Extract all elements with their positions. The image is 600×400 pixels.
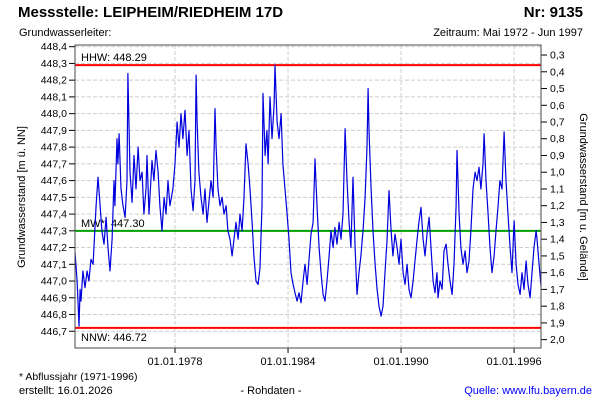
x-tick-label: 01.01.1990 xyxy=(374,356,429,368)
right-tick-label: 0,6 xyxy=(550,100,565,112)
period-label: Zeitraum: Mai 1972 - Jun 1997 xyxy=(433,27,583,39)
aquifer-label: Grundwasserleiter: xyxy=(19,27,112,39)
left-tick-label: 447,4 xyxy=(41,209,67,221)
ref-label-nnw: NNW: 446.72 xyxy=(81,332,147,344)
right-tick-label: 1,1 xyxy=(550,183,565,195)
right-tick-label: 0,3 xyxy=(550,50,565,62)
y-axis-label-right: Grundwasserstand [m u. Gelände] xyxy=(577,113,589,281)
plot-frame xyxy=(74,44,542,349)
series-rohdaten xyxy=(74,64,542,327)
x-tick-label: 01.01.1996 xyxy=(487,356,542,368)
station-number: Nr: 9135 xyxy=(523,4,583,21)
left-tick-label: 446,7 xyxy=(41,326,67,338)
right-tick-label: 0,5 xyxy=(550,83,565,95)
left-tick-label: 448,1 xyxy=(41,91,67,103)
left-tick-label: 447,2 xyxy=(41,242,67,254)
left-tick-label: 447,0 xyxy=(41,276,67,288)
created-date-label: erstellt: 16.01.2026 xyxy=(19,385,113,397)
data-type-label: - Rohdaten - xyxy=(240,385,302,397)
left-tick-label: 447,8 xyxy=(41,142,67,154)
left-tick-label: 447,6 xyxy=(41,175,67,187)
right-tick-label: 1,2 xyxy=(550,200,565,212)
right-tick-label: 1,6 xyxy=(550,267,565,279)
left-tick-label: 448,4 xyxy=(41,41,67,53)
left-tick-label: 446,9 xyxy=(41,292,67,304)
right-tick-label: 1,5 xyxy=(550,250,565,262)
right-tick-label: 2,0 xyxy=(550,334,565,346)
right-tick-label: 1,0 xyxy=(550,167,565,179)
left-tick-label: 447,9 xyxy=(41,125,67,137)
footnote-abflussjahr: * Abflussjahr (1971-1996) xyxy=(19,371,138,383)
right-tick-label: 0,4 xyxy=(550,66,565,78)
page-title: Messstelle: LEIPHEIM/RIEDHEIM 17D xyxy=(18,4,284,21)
right-tick-label: 1,9 xyxy=(550,317,565,329)
x-tick-label: 01.01.1984 xyxy=(261,356,316,368)
right-tick-label: 0,7 xyxy=(550,117,565,129)
x-tick-label: 01.01.1978 xyxy=(147,356,202,368)
source-link[interactable]: Quelle: www.lfu.bayern.de xyxy=(464,385,592,397)
left-tick-label: 447,3 xyxy=(41,225,67,237)
right-tick-label: 1,7 xyxy=(550,284,565,296)
right-tick-label: 0,9 xyxy=(550,150,565,162)
left-tick-label: 447,1 xyxy=(41,259,67,271)
left-tick-label: 448,0 xyxy=(41,108,67,120)
ref-label-hhw: HHW: 448.29 xyxy=(81,52,147,64)
y-axis-label-left: Grundwasserstand [m ü. NN] xyxy=(16,126,28,268)
left-tick-label: 448,2 xyxy=(41,75,67,87)
right-tick-label: 0,8 xyxy=(550,133,565,145)
left-tick-label: 447,5 xyxy=(41,192,67,204)
left-tick-label: 448,3 xyxy=(41,58,67,70)
left-tick-label: 447,7 xyxy=(41,158,67,170)
left-tick-label: 446,8 xyxy=(41,309,67,321)
right-tick-label: 1,4 xyxy=(550,234,565,246)
right-tick-label: 1,3 xyxy=(550,217,565,229)
right-tick-label: 1,8 xyxy=(550,301,565,313)
